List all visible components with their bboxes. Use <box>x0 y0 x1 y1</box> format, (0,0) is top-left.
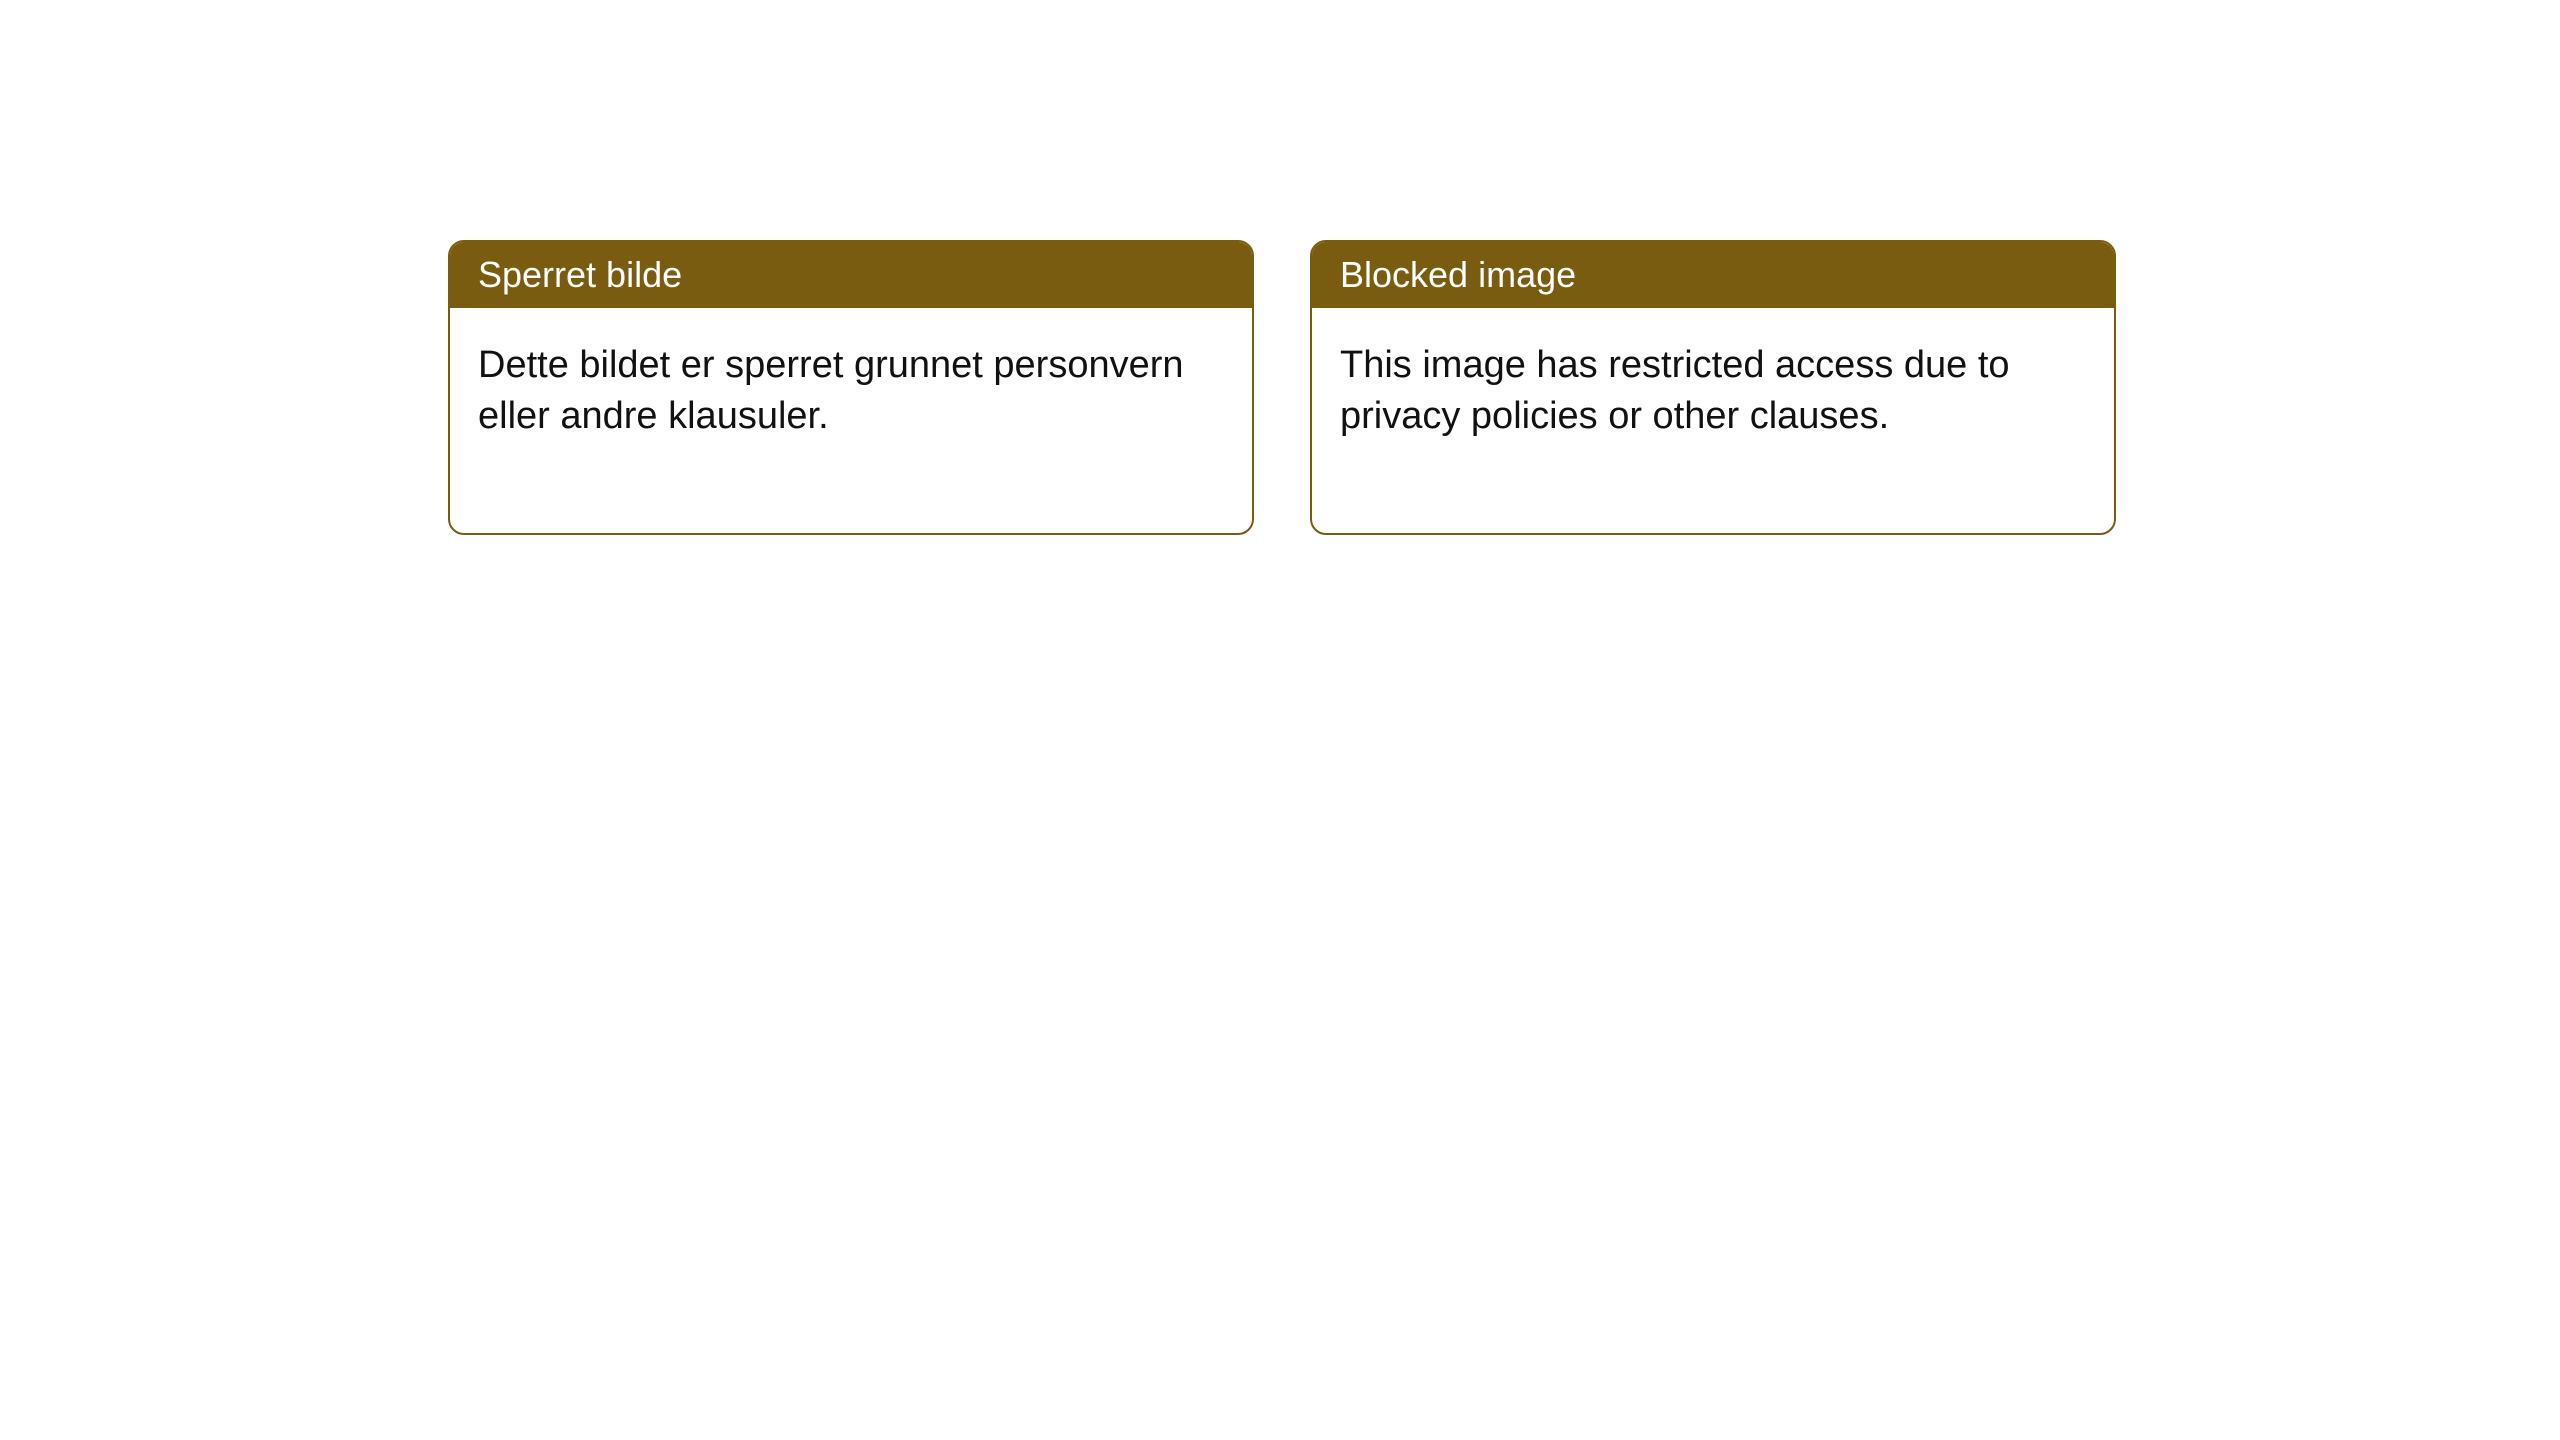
notice-body-norwegian: Dette bildet er sperret grunnet personve… <box>450 308 1252 533</box>
notice-box-english: Blocked image This image has restricted … <box>1310 240 2116 535</box>
notice-title-english: Blocked image <box>1312 242 2114 308</box>
notice-container: Sperret bilde Dette bildet er sperret gr… <box>448 240 2116 535</box>
notice-title-norwegian: Sperret bilde <box>450 242 1252 308</box>
notice-body-english: This image has restricted access due to … <box>1312 308 2114 533</box>
notice-box-norwegian: Sperret bilde Dette bildet er sperret gr… <box>448 240 1254 535</box>
